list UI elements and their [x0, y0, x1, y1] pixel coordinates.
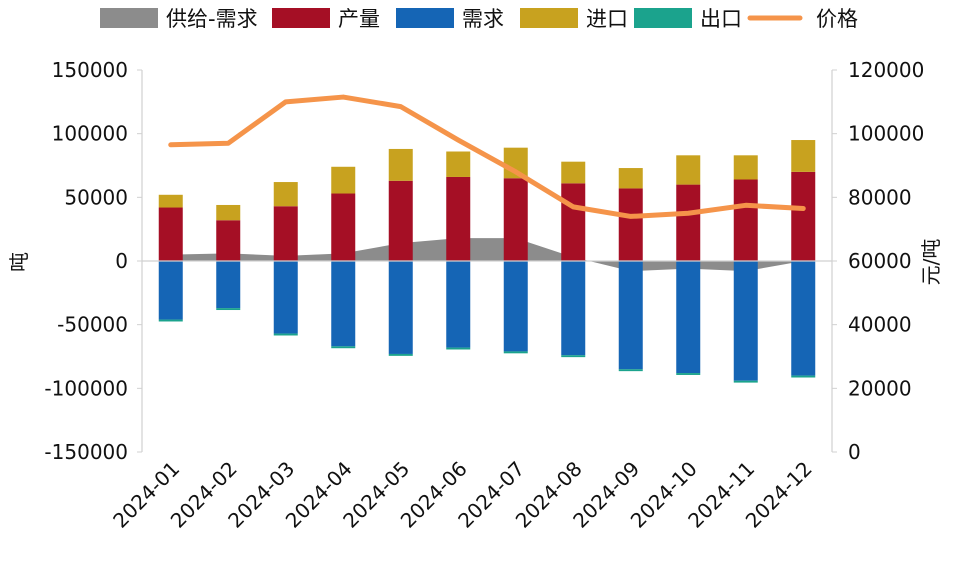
bar-export	[561, 355, 586, 358]
bar-demand	[791, 261, 816, 376]
bar-import	[158, 194, 183, 208]
right-tick-label: 80000	[848, 185, 912, 209]
bar-export	[158, 319, 183, 322]
left-tick-label: 100000	[52, 122, 128, 146]
bar-demand	[158, 261, 183, 320]
bar-production	[273, 206, 298, 261]
right-tick-label: 120000	[848, 58, 924, 82]
bar-export	[331, 346, 356, 349]
bar-production	[446, 176, 471, 261]
bar-export	[618, 369, 643, 372]
bar-production	[791, 171, 816, 261]
bar-import	[331, 166, 356, 194]
bar-import	[216, 204, 241, 221]
bar-export	[733, 380, 758, 383]
bar-demand	[446, 261, 471, 348]
left-tick-label: 150000	[52, 58, 128, 82]
line-price	[168, 94, 806, 219]
left-tick-label: -50000	[57, 313, 128, 337]
bar-demand	[216, 261, 241, 309]
bar-production	[331, 193, 356, 261]
right-tick-label: 0	[848, 440, 861, 464]
bar-import	[618, 168, 643, 189]
bar-demand	[388, 261, 413, 354]
bar-production	[158, 207, 183, 261]
bar-export	[273, 333, 298, 336]
bar-import	[676, 155, 701, 185]
bar-production	[561, 183, 586, 261]
bar-import	[561, 161, 586, 184]
legend-label: 价格	[816, 7, 858, 31]
right-tick-label: 20000	[848, 376, 912, 400]
bar-production	[216, 220, 241, 261]
bar-demand	[561, 261, 586, 356]
legend-label: 需求	[462, 7, 504, 31]
legend-label: 进口	[586, 7, 628, 31]
bar-import	[273, 182, 298, 207]
legend-label: 出口	[700, 7, 742, 31]
right-tick-label: 100000	[848, 122, 924, 146]
bar-export	[503, 351, 528, 354]
legend-swatch	[520, 8, 578, 28]
bar-export	[676, 373, 701, 375]
right-axis-title: 元/吨	[919, 239, 943, 286]
right-tick-label: 60000	[848, 249, 912, 273]
bar-export	[446, 347, 471, 350]
legend-label: 供给-需求	[166, 7, 258, 31]
legend-swatch	[100, 8, 158, 28]
bar-demand	[733, 261, 758, 381]
bar-production	[388, 180, 413, 261]
bar-export	[216, 308, 241, 311]
bar-demand	[503, 261, 528, 352]
left-tick-label: -150000	[44, 440, 128, 464]
left-tick-label: 0	[115, 249, 128, 273]
legend-swatch	[396, 8, 454, 28]
left-tick-label: 50000	[64, 185, 128, 209]
bar-import	[388, 148, 413, 181]
left-tick-label: -100000	[44, 376, 128, 400]
bar-production	[503, 178, 528, 261]
bar-demand	[618, 261, 643, 370]
bar-demand	[331, 261, 356, 347]
bar-export	[791, 375, 816, 378]
bar-import	[446, 151, 471, 177]
bar-export	[388, 353, 413, 356]
bar-production	[733, 179, 758, 261]
right-tick-label: 40000	[848, 313, 912, 337]
bar-demand	[676, 261, 701, 374]
bar-import	[791, 140, 816, 172]
legend-swatch	[634, 8, 692, 28]
bar-production	[676, 184, 701, 261]
bar-production	[618, 188, 643, 261]
left-axis-title: 吨	[7, 252, 31, 272]
legend-swatch	[272, 8, 330, 28]
area-supply-minus-demand	[170, 238, 804, 272]
bar-import	[733, 155, 758, 180]
legend-label: 产量	[338, 7, 380, 31]
bar-demand	[273, 261, 298, 334]
